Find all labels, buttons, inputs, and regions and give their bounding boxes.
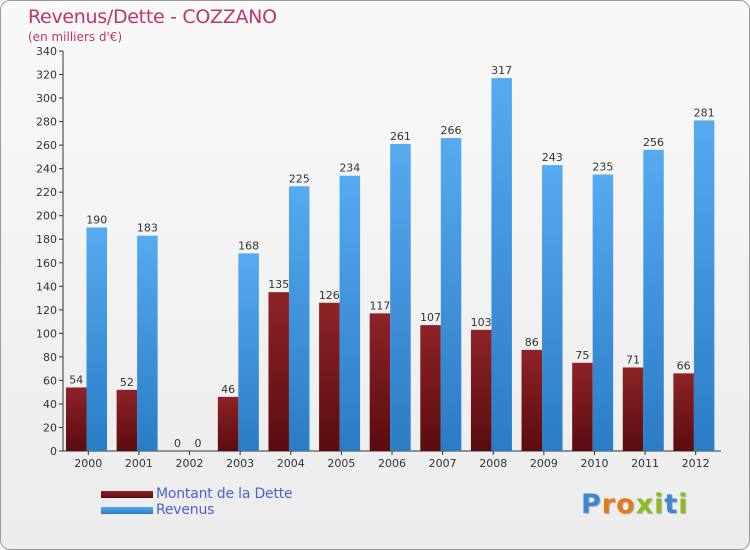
y-tick-label: 0 — [50, 445, 57, 458]
x-tick-label: 2012 — [682, 457, 710, 470]
y-tick-label: 120 — [36, 304, 57, 317]
bar-revenue — [693, 120, 715, 451]
x-tick-label: 2007 — [429, 457, 457, 470]
x-tick-label: 2011 — [631, 457, 659, 470]
data-label-debt: 86 — [525, 336, 539, 349]
data-label-debt: 126 — [319, 289, 340, 302]
y-tick-label: 180 — [36, 233, 57, 246]
x-tick-label: 2003 — [226, 457, 254, 470]
y-tick-label: 240 — [36, 163, 57, 176]
data-label-revenue: 266 — [441, 124, 462, 137]
x-tick-label: 2009 — [530, 457, 558, 470]
bar-revenue — [86, 227, 107, 451]
x-tick-label: 2010 — [580, 457, 608, 470]
data-label-debt: 103 — [471, 316, 492, 329]
x-tick-label: 2001 — [125, 457, 153, 470]
y-tick-label: 280 — [36, 116, 57, 129]
y-tick-label: 200 — [36, 210, 57, 223]
logo-letter: o — [616, 489, 636, 520]
data-label-revenue: 256 — [643, 136, 664, 149]
data-label-debt: 0 — [174, 437, 181, 450]
bar-revenue — [440, 138, 462, 451]
data-label-debt: 117 — [369, 299, 390, 312]
bar-revenue — [491, 78, 512, 451]
bar-debt — [268, 292, 289, 451]
legend-swatch-revenue — [101, 507, 153, 514]
data-label-debt: 135 — [268, 278, 289, 291]
chart-subtitle: (en milliers d'€) — [28, 30, 123, 44]
bar-debt — [217, 396, 239, 451]
y-tick-label: 40 — [43, 398, 57, 411]
y-tick-label: 320 — [36, 69, 57, 82]
logo-letter: i — [654, 489, 665, 520]
y-tick-label: 300 — [36, 92, 57, 105]
bar-revenue — [390, 143, 411, 452]
logo-letter: t — [664, 489, 679, 520]
y-tick-label: 220 — [36, 186, 57, 199]
legend-label-debt: Montant de la Dette — [156, 486, 293, 502]
bar-revenue — [592, 174, 614, 451]
bar-revenue — [288, 186, 310, 451]
x-tick-label: 2005 — [327, 457, 355, 470]
data-label-revenue: 281 — [694, 106, 715, 119]
bar-revenue — [238, 253, 259, 451]
data-label-revenue: 243 — [542, 151, 563, 164]
logo-letter: r — [601, 489, 617, 520]
data-label-debt: 71 — [626, 353, 640, 366]
y-tick-label: 20 — [43, 421, 57, 434]
bar-debt — [521, 349, 543, 451]
data-label-debt: 46 — [221, 383, 235, 396]
y-tick-label: 100 — [36, 327, 57, 340]
proxiti-logo: Proxiti — [581, 489, 689, 520]
bar-debt — [369, 313, 391, 451]
data-label-revenue: 235 — [592, 161, 613, 174]
bar-revenue — [339, 175, 361, 452]
legend-label-revenue: Revenus — [156, 502, 215, 518]
data-label-debt: 66 — [677, 359, 691, 372]
bar-revenue — [542, 165, 563, 451]
data-label-revenue: 168 — [238, 239, 259, 252]
y-tick-label: 140 — [36, 280, 57, 293]
data-label-debt: 107 — [420, 311, 441, 324]
logo-letter: x — [635, 489, 655, 520]
x-tick-label: 2000 — [74, 457, 102, 470]
bar-debt — [116, 389, 138, 451]
bar-debt — [572, 362, 593, 451]
x-tick-label: 2006 — [378, 457, 406, 470]
legend-swatch-debt — [101, 491, 153, 498]
data-label-debt: 52 — [120, 376, 134, 389]
y-tick-label: 260 — [36, 139, 57, 152]
bar-debt — [622, 367, 644, 451]
x-tick-label: 2004 — [277, 457, 305, 470]
data-label-revenue: 261 — [390, 130, 411, 143]
data-label-revenue: 190 — [86, 213, 107, 226]
chart-title: Revenus/Dette - COZZANO — [28, 6, 277, 28]
y-tick-label: 60 — [43, 374, 57, 387]
bar-debt — [420, 325, 441, 451]
data-label-revenue: 225 — [289, 172, 310, 185]
data-label-revenue: 234 — [339, 162, 360, 175]
bar-debt — [319, 302, 340, 451]
bar-debt — [673, 373, 694, 451]
data-label-revenue: 0 — [194, 437, 201, 450]
data-label-revenue: 317 — [491, 64, 512, 77]
data-label-revenue: 183 — [137, 222, 158, 235]
logo-letter: P — [581, 489, 602, 520]
bar-revenue — [643, 149, 664, 451]
data-label-debt: 54 — [69, 373, 83, 386]
bar-debt — [470, 329, 492, 451]
y-tick-label: 80 — [43, 351, 57, 364]
bar-revenue — [137, 235, 158, 451]
y-tick-label: 340 — [36, 45, 57, 58]
bar-debt — [66, 387, 87, 451]
data-label-debt: 75 — [575, 349, 589, 362]
x-tick-label: 2008 — [479, 457, 507, 470]
logo-letter: i — [678, 489, 689, 520]
y-tick-label: 160 — [36, 257, 57, 270]
x-tick-label: 2002 — [176, 457, 204, 470]
